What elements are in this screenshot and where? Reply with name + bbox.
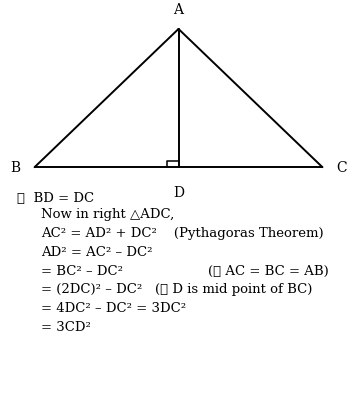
Text: = BC² – DC²                    (∵ AC = BC = AB): = BC² – DC² (∵ AC = BC = AB) (41, 264, 329, 277)
Text: A: A (174, 3, 183, 17)
Text: = 4DC² – DC² = 3DC²: = 4DC² – DC² = 3DC² (41, 301, 187, 314)
Text: AD² = AC² – DC²: AD² = AC² – DC² (41, 245, 153, 258)
Text: ∴  BD = DC: ∴ BD = DC (17, 191, 95, 204)
Text: C: C (336, 161, 347, 175)
Text: AC² = AD² + DC²    (Pythagoras Theorem): AC² = AD² + DC² (Pythagoras Theorem) (41, 227, 324, 240)
Text: D: D (173, 186, 184, 200)
Text: Now in right △ADC,: Now in right △ADC, (41, 208, 175, 221)
Text: B: B (11, 161, 21, 175)
Text: = (2DC)² – DC²   (∵ D is mid point of BC): = (2DC)² – DC² (∵ D is mid point of BC) (41, 283, 313, 296)
Text: = 3CD²: = 3CD² (41, 320, 91, 333)
